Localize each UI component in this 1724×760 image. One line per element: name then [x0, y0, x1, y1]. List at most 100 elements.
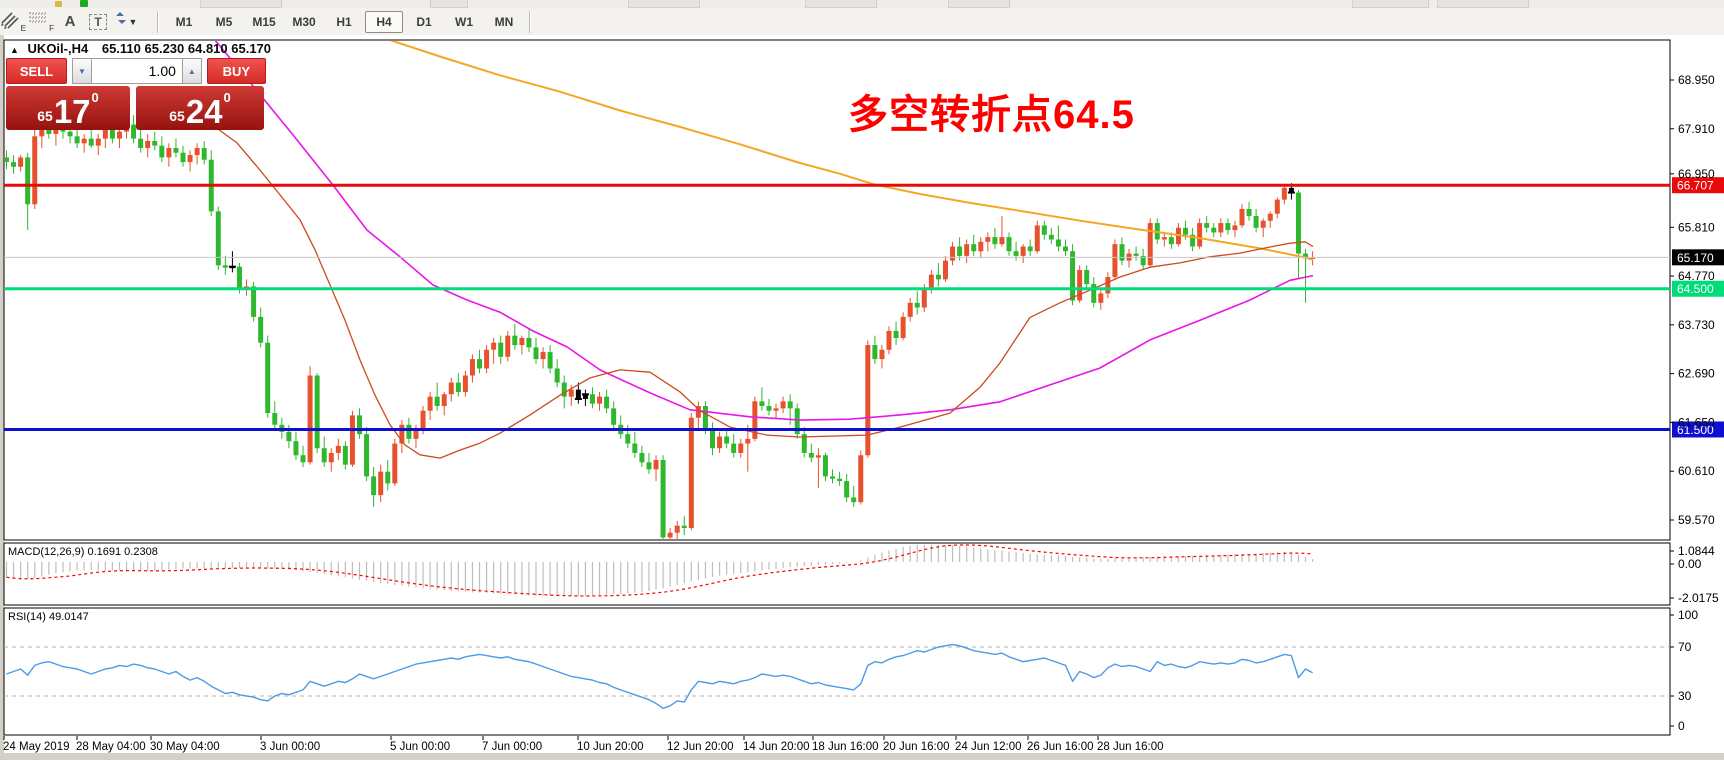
tf-button-h1[interactable]: H1 — [336, 14, 352, 29]
candle-body — [674, 525, 680, 533]
candle-body — [32, 136, 38, 205]
tf-button-mn[interactable]: MN — [494, 14, 514, 29]
tf-button-m15[interactable]: M15 — [252, 14, 276, 29]
volume-increase-button[interactable]: ▲ — [181, 58, 202, 84]
tf-button-m5[interactable]: M5 — [215, 14, 233, 29]
grid-tool-icon[interactable]: F — [28, 10, 56, 33]
date-label: 28 Jun 16:00 — [1097, 741, 1164, 753]
candle-body — [695, 406, 701, 418]
tf-button-w1[interactable]: W1 — [455, 14, 473, 29]
sell-quote[interactable]: 65 17 0 — [6, 86, 130, 130]
candle-body — [152, 140, 158, 146]
ma-fast-line — [214, 126, 1314, 459]
candle-body — [1077, 269, 1083, 301]
candle-body — [999, 237, 1005, 245]
tf-button-d1[interactable]: D1 — [416, 14, 432, 29]
grid-icon — [29, 12, 47, 23]
candle-body — [201, 148, 207, 160]
tf-button-m30[interactable]: M30 — [292, 14, 316, 29]
price-tick-label: 66.950 — [1678, 167, 1715, 181]
candle-body — [399, 424, 405, 444]
price-badge-label: 64.500 — [1677, 282, 1714, 296]
candle-body — [830, 476, 836, 479]
candle-body — [1084, 269, 1090, 285]
candle-body — [1041, 225, 1047, 235]
text-label-tool-icon[interactable]: T — [84, 10, 112, 33]
candle-body — [611, 408, 617, 425]
buy-button[interactable]: BUY — [206, 58, 266, 84]
candle-body — [1013, 251, 1019, 256]
candle-body — [1197, 223, 1203, 247]
candle-body — [314, 375, 320, 449]
price-tick-label: 63.730 — [1678, 318, 1715, 332]
candle-body — [928, 274, 934, 289]
crayon-icon — [1, 12, 19, 29]
candle-body — [822, 455, 828, 477]
tf-button-m1[interactable]: M1 — [175, 14, 193, 29]
buy-quote[interactable]: 65 24 0 — [136, 86, 264, 130]
candle-body — [787, 401, 793, 409]
candle-body — [1006, 237, 1012, 252]
candle-body — [1027, 246, 1033, 252]
rsi-axis-label: 70 — [1678, 640, 1692, 654]
candle-body — [5, 157, 9, 163]
candle-body — [18, 157, 24, 167]
toolbar-fragment — [1352, 0, 1429, 8]
date-label: 24 May 2019 — [3, 741, 70, 753]
rsi-panel[interactable] — [3, 607, 1671, 736]
candle-body — [724, 436, 730, 444]
text-tool-icon[interactable]: A — [64, 13, 76, 30]
date-label: 7 Jun 00:00 — [482, 741, 542, 753]
date-label: 20 Jun 16:00 — [883, 741, 950, 753]
volume-input[interactable] — [91, 58, 182, 84]
candle-body — [985, 237, 991, 242]
candle-body — [286, 431, 292, 442]
candle-body — [1204, 223, 1210, 228]
sell-price-point: 0 — [91, 90, 99, 105]
cycle-lines-tool-icon[interactable]: ▼ — [112, 10, 152, 33]
candle-body — [81, 138, 87, 144]
candle-body — [406, 424, 412, 439]
sell-button[interactable]: SELL — [6, 58, 68, 84]
collapse-arrow-icon[interactable]: ▲ — [10, 45, 19, 55]
macd-panel[interactable] — [3, 542, 1671, 606]
candle-body — [11, 162, 17, 167]
chart-annotation-text: 多空转折点64.5 — [848, 93, 1135, 137]
dropdown-caret-icon: ▼ — [128, 16, 138, 27]
macd-axis-label: 1.0844 — [1678, 544, 1715, 558]
candle-body — [815, 455, 821, 458]
candle-body — [1281, 187, 1287, 200]
candle-body — [851, 497, 857, 503]
candle-body — [1034, 225, 1040, 252]
candle-body — [766, 406, 772, 411]
ma-magenta-line — [214, 41, 1314, 421]
candle-body — [865, 345, 871, 456]
volume-decrease-button[interactable]: ▼ — [72, 58, 92, 84]
price-badge — [1672, 249, 1724, 266]
toolbar-separator — [157, 10, 159, 33]
candle-body — [477, 359, 483, 369]
candle-body — [1246, 208, 1252, 217]
candle-body — [265, 342, 271, 414]
candle-body — [858, 455, 864, 503]
candle-body — [653, 459, 659, 470]
candle-body — [794, 408, 800, 435]
date-label: 28 May 04:00 — [76, 741, 146, 753]
candle-body — [935, 274, 941, 280]
candle-body — [702, 406, 708, 430]
candle-body — [1310, 257, 1316, 259]
candle-body — [589, 394, 595, 404]
candle-body — [1140, 255, 1146, 266]
tf-button-h4[interactable]: H4 — [365, 10, 403, 33]
price-badge — [1672, 177, 1724, 194]
candle-body — [498, 342, 504, 357]
candle-body — [371, 476, 377, 496]
buy-price-point: 0 — [223, 90, 231, 105]
macd-axis-label: 0.00 — [1678, 557, 1702, 571]
crayon-tool-icon[interactable]: E — [0, 10, 28, 33]
candle-body — [1260, 220, 1266, 228]
candle-body — [681, 525, 687, 528]
candle-body — [597, 396, 603, 404]
candle-body — [116, 131, 122, 139]
